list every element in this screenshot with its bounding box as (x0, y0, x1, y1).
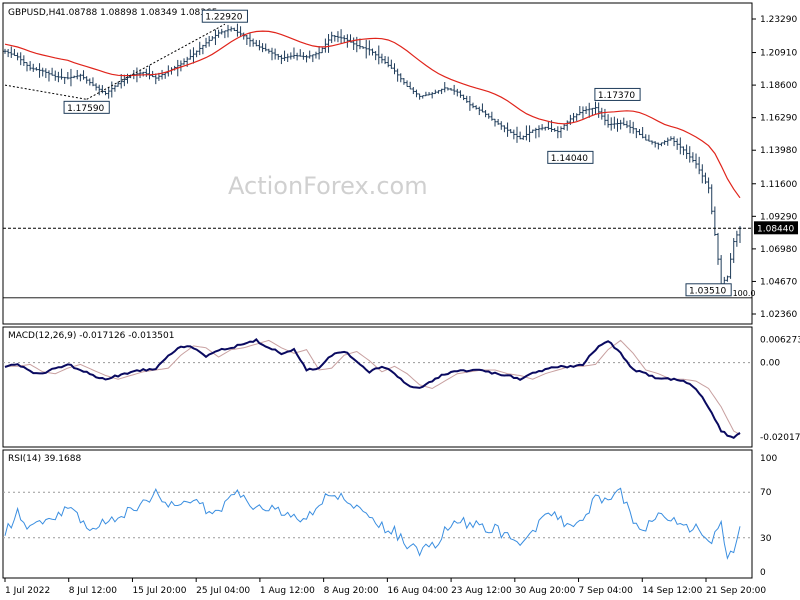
macd-ytick-label: 0.006273 (760, 335, 800, 345)
price-ytick-label: 1.06980 (760, 245, 797, 255)
macd-title: MACD(12,26,9) -0.017126 -0.013501 (8, 331, 174, 341)
annotation-label: 1.17590 (67, 104, 104, 114)
rsi-title: RSI(14) 39.1688 (8, 454, 81, 464)
panel-frame-rsi (2, 449, 753, 579)
annotation-label: 1.22920 (205, 13, 242, 23)
x-tick-label: 25 Jul 04:00 (196, 586, 250, 596)
rsi-ytick-label: 70 (760, 488, 772, 498)
annotation-box (547, 150, 594, 164)
annotation-box (594, 87, 641, 101)
x-tick-label: 30 Aug 20:00 (515, 586, 576, 596)
trendline-1 (4, 84, 87, 100)
price-ytick-label: 1.23290 (760, 15, 797, 25)
x-tick-label: 21 Sep 20:00 (706, 586, 766, 596)
x-tick-label: 16 Aug 04:00 (387, 586, 448, 596)
price-ytick-label: 1.20910 (760, 49, 797, 59)
x-tick-label: 8 Jul 12:00 (69, 586, 118, 596)
price-moving-average (4, 30, 741, 199)
x-tick-label: 8 Aug 20:00 (324, 586, 379, 596)
header-ohlc: 1.08788 1.08898 1.08349 1.08365 (60, 8, 217, 18)
rsi-ytick-label: 30 (760, 534, 772, 544)
macd-line (4, 338, 741, 439)
macd-ytick-label: 0.00 (760, 359, 780, 369)
price-ytick-label: 1.11600 (760, 180, 797, 190)
annotation-box (63, 100, 110, 114)
watermark: ActionForex.com (228, 172, 428, 200)
price-ytick-label: 1.16290 (760, 114, 797, 124)
price-ytick-label: 1.09290 (760, 212, 797, 222)
header-symbol: GBPUSD,H4 (8, 8, 61, 18)
price-ytick-label: 1.04670 (760, 277, 797, 287)
annotation-label: 1.03510 (689, 286, 726, 296)
trendline-2 (86, 23, 226, 100)
x-tick-label: 1 Jul 2022 (5, 586, 50, 596)
annotation-box (201, 9, 248, 23)
x-tick-label: 23 Aug 12:00 (451, 586, 512, 596)
annotation-label: 1.17370 (598, 91, 635, 101)
price-ytick-label: 1.13980 (760, 146, 797, 156)
panel-frame-macd (2, 326, 753, 448)
rsi-ytick-label: 0 (760, 568, 766, 578)
x-tick-label: 14 Sep 12:00 (642, 586, 702, 596)
annotation-box (685, 283, 732, 297)
x-tick-label: 7 Sep 04:00 (579, 586, 634, 596)
annotation-fib: 100.0 (733, 289, 756, 298)
annotation-label: 1.14040 (551, 154, 588, 164)
macd-ytick-label: -0.020175 (760, 433, 800, 443)
current-price-box (754, 221, 798, 235)
price-ytick-label: 1.18600 (760, 81, 797, 91)
price-ytick-label: 1.02360 (760, 310, 797, 320)
rsi-line (4, 487, 741, 560)
panel-frame-price (2, 2, 753, 325)
current-price-label: 1.08440 (757, 224, 794, 234)
x-tick-label: 1 Aug 12:00 (260, 586, 315, 596)
macd-signal-line (5, 339, 741, 436)
rsi-ytick-label: 100 (760, 454, 777, 464)
x-tick-label: 15 Jul 20:00 (132, 586, 186, 596)
